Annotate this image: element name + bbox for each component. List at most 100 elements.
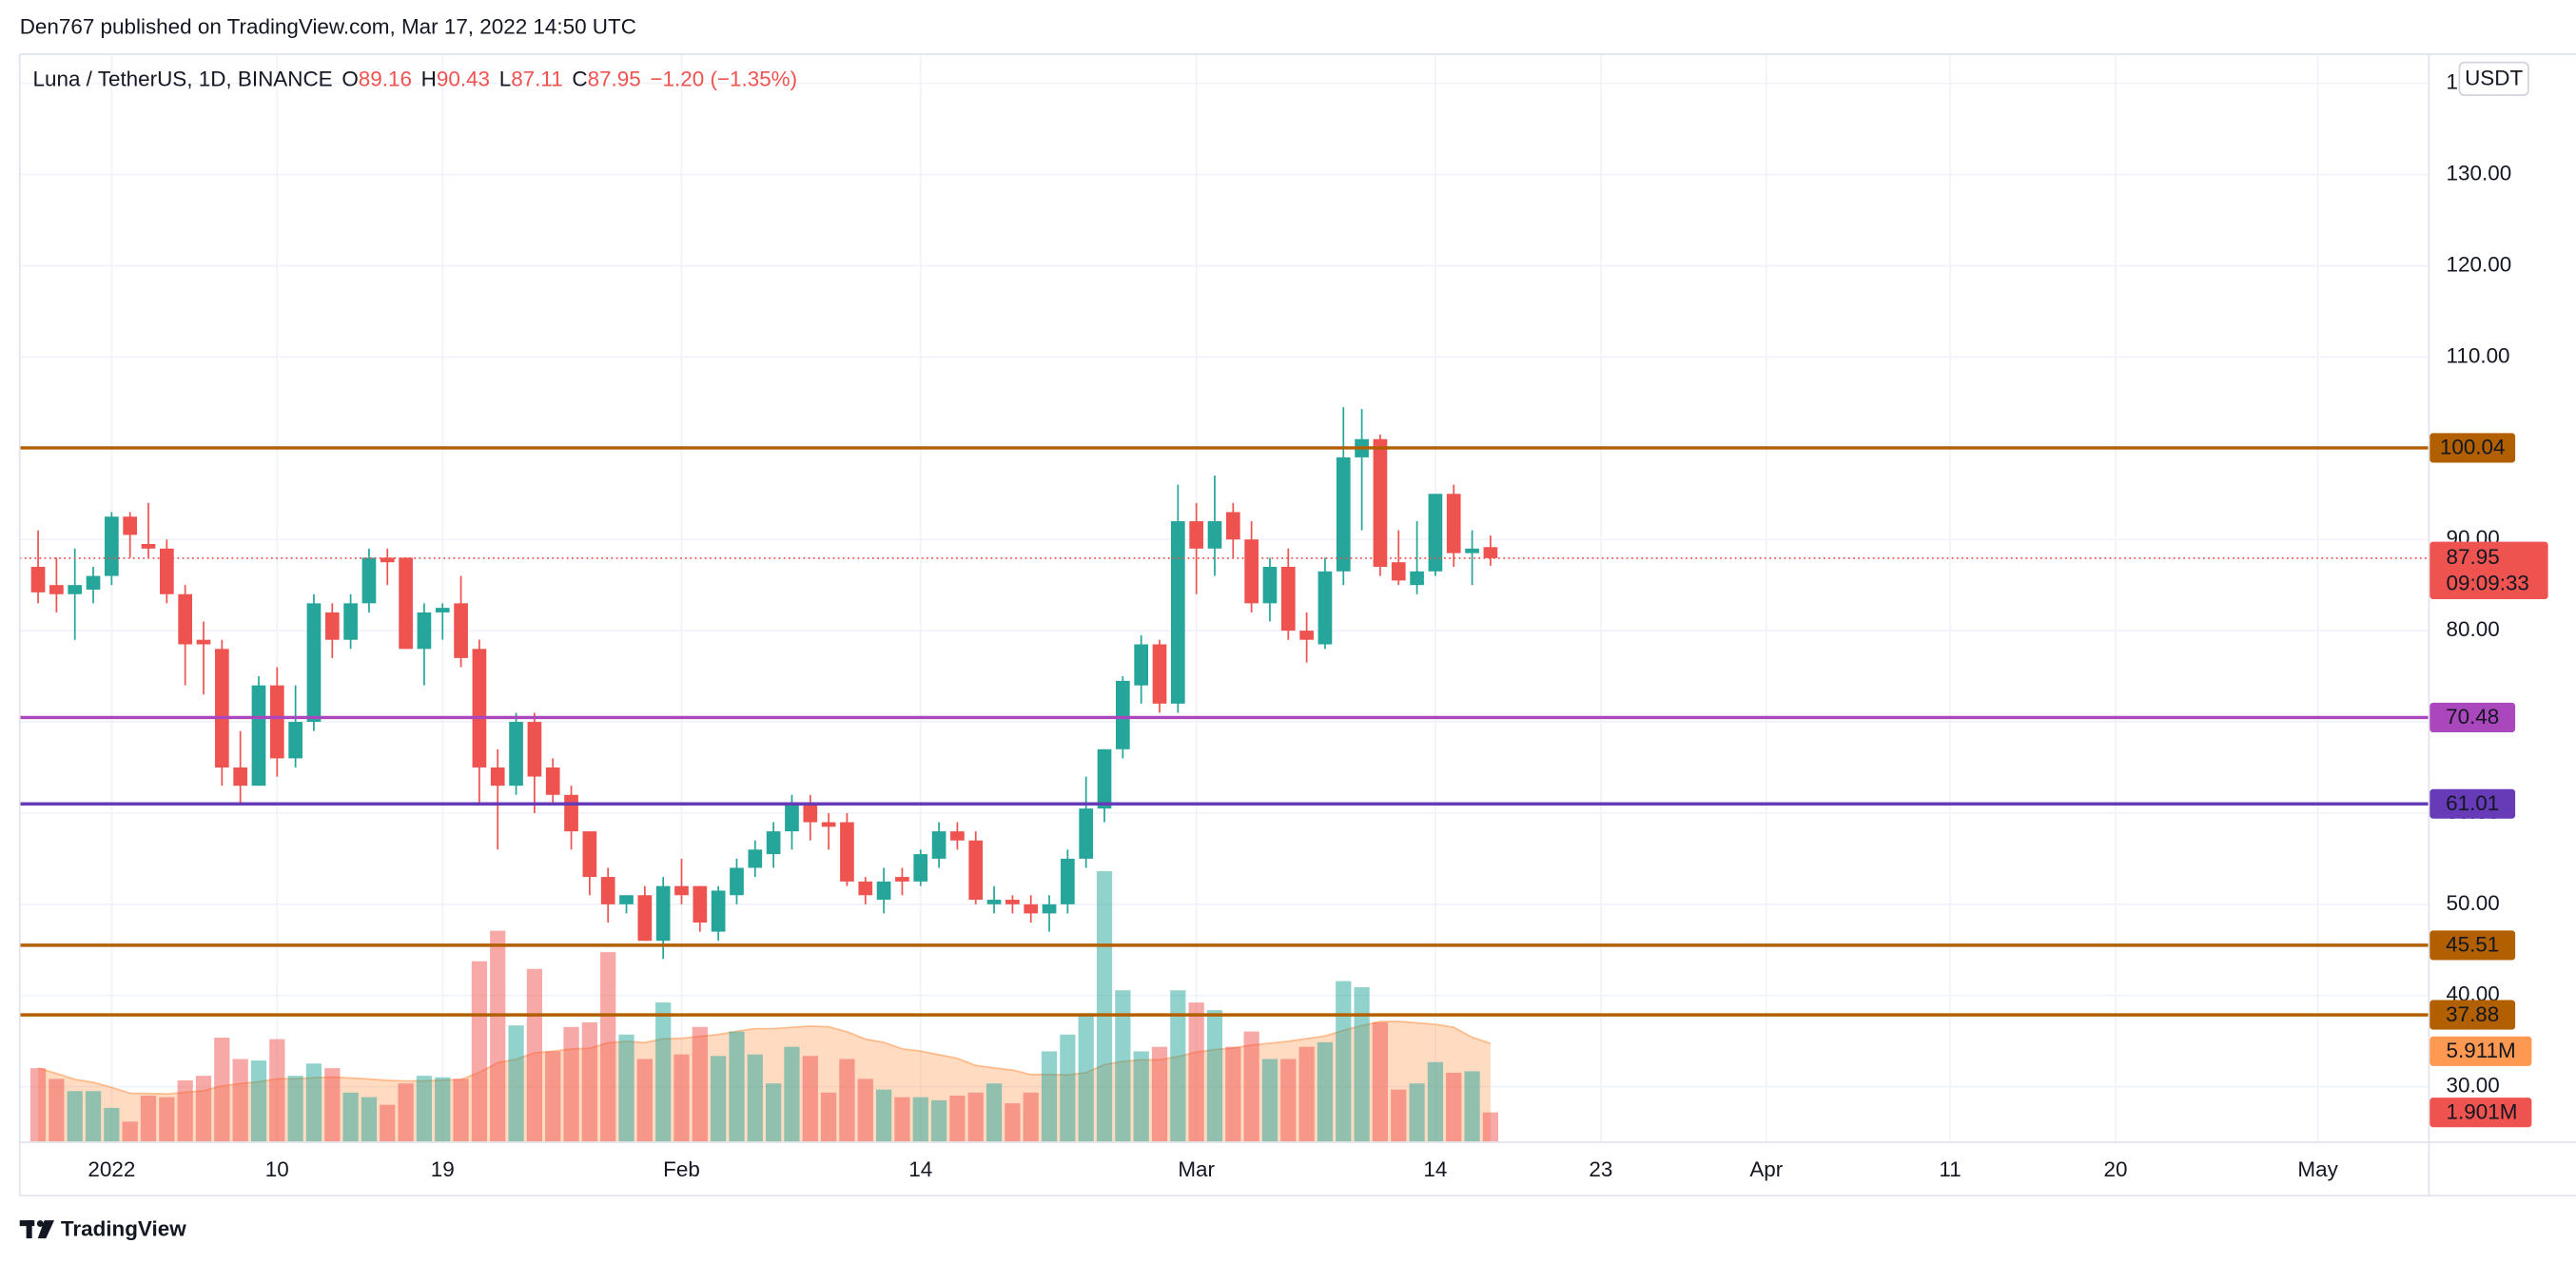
candle-body [399,557,413,650]
candle-body [1207,521,1222,549]
x-tick-label: 11 [1939,1157,1961,1181]
volume-bar [380,1104,396,1142]
volume-bar [747,1054,763,1142]
level-label-box [2430,788,2516,819]
volume-ma-box [2430,1036,2532,1066]
level-label: 61.01 [2446,791,2499,815]
candle-body [748,849,763,868]
volume-bar [1354,987,1370,1142]
x-tick-label: 2022 [88,1157,135,1181]
candle-body [1410,571,1424,586]
countdown: 09:09:33 [2447,571,2529,594]
candle-body [1280,566,1296,632]
level-label: 37.88 [2446,1002,2499,1026]
candle-body [1446,494,1461,554]
volume-bar [1005,1103,1021,1142]
candle-body [68,585,83,594]
volume-bar [85,1091,102,1142]
volume-ma-label: 5.911M [2447,1039,2516,1062]
candle-body [86,575,101,590]
levels [19,446,2429,1017]
level-label: 70.48 [2446,705,2499,729]
candle-body [785,804,799,832]
candle-body [1373,438,1388,567]
candle-body [472,649,487,768]
legend: Luna / TetherUS, 1D, BINANCE O89.16 H90.… [33,68,798,91]
candle-body [766,831,781,855]
candles [30,407,1498,960]
open-value: 89.16 [359,68,412,91]
volume-bar [305,1063,322,1142]
candle-body [288,722,302,759]
candle-body [840,822,854,882]
volume-bar [912,1097,928,1142]
volume-bar [490,930,506,1142]
candle-body [876,881,891,901]
volume-bar [600,952,616,1142]
x-tick-label: 14 [908,1157,932,1181]
y-tick-label: 120.00 [2447,252,2512,276]
volume-bar [1041,1051,1058,1142]
volume-bar [29,1068,47,1142]
volume-bar [1446,1072,1462,1142]
volume-bar [618,1034,634,1142]
candle-body [324,612,340,640]
level-label-box [2430,1000,2516,1030]
x-tick-label: Feb [663,1157,700,1181]
candle-body [693,885,708,923]
candle-body [582,831,597,878]
candle-body [986,900,1002,904]
candle-body [600,877,615,904]
logo-stem [26,1220,32,1239]
volume-bar [894,1097,910,1142]
x-tick-label: Apr [1749,1157,1783,1181]
level-label-box [2430,433,2516,463]
candle-body [1391,562,1406,581]
volume-bar [545,1051,561,1142]
volume-bar [232,1059,248,1142]
volume-bar [1482,1112,1499,1142]
volume-bar [967,1092,984,1142]
volume-bar [122,1121,138,1142]
candle-body [1189,521,1203,549]
volume-bar [471,961,488,1142]
candle-body [637,895,653,942]
open-key: O [342,68,358,91]
currency-button[interactable] [2458,61,2529,97]
last-price: 87.95 [2447,545,2500,569]
candle-body [141,544,156,549]
axes: 140.00130.00120.00110.00100.0090.0080.00… [88,70,2548,1181]
volume-bar [986,1083,1003,1142]
volume-bar [1115,990,1131,1142]
candle-body [361,557,377,604]
candle-body [123,516,138,535]
volume-bar [1133,1051,1149,1142]
candle-body [1061,858,1075,904]
candle-body [1170,521,1185,704]
candle-body [1097,748,1112,809]
logo-slash [37,1220,54,1239]
candle-body [251,685,266,787]
volume-bar [729,1031,745,1142]
time-axis [0,1142,2429,1196]
candle-body [1262,566,1278,604]
volume-bar [287,1076,303,1142]
candle-body [1005,900,1020,904]
volume-bar [820,1092,837,1142]
volume-bar [269,1039,285,1142]
volume-bar [1427,1061,1444,1142]
brand: TradingView [61,1216,186,1240]
candle-body [509,722,523,787]
candle-body [269,685,284,759]
volume-bar [324,1068,341,1142]
x-tick-label: Mar [1178,1157,1215,1181]
candle-body [674,885,689,896]
candle-body [343,603,358,640]
volume-bar [655,1002,672,1142]
candle-body [1134,644,1149,686]
volume-bar [195,1076,212,1142]
x-tick-label: 19 [431,1157,455,1181]
y-tick-label: 80.00 [2447,617,2500,641]
candle-body [49,585,64,594]
